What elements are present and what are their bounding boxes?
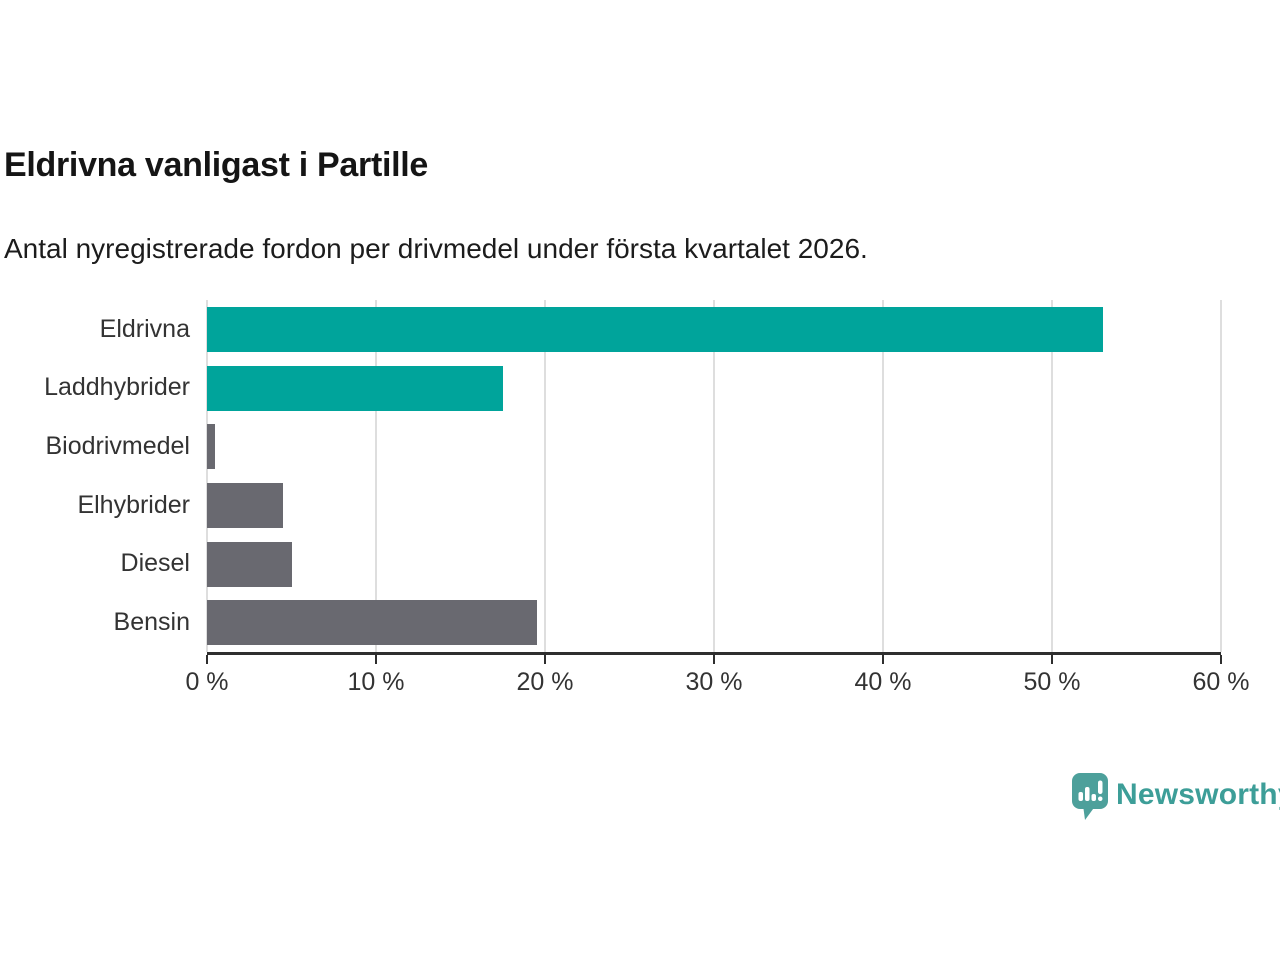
- bar-row: [207, 541, 1221, 587]
- bar-laddhybrider: [207, 365, 503, 411]
- newsworthy-logo-icon: [1072, 773, 1108, 820]
- x-axis-tick: [206, 655, 208, 664]
- bar-row: [207, 306, 1221, 352]
- x-axis-tick: [713, 655, 715, 664]
- newsworthy-brand-name: Newsworthy: [1116, 778, 1280, 811]
- gridline: [713, 300, 715, 652]
- x-tick-label: 10 %: [347, 668, 405, 696]
- gridline: [1051, 300, 1053, 652]
- x-tick-label: 20 %: [516, 668, 574, 696]
- category-label-bensin: Bensin: [113, 608, 190, 637]
- gridline: [544, 300, 546, 652]
- x-tick-label: 50 %: [1023, 668, 1081, 696]
- bar-row: [207, 424, 1221, 470]
- x-tick-label: 30 %: [685, 668, 743, 696]
- bar-eldrivna: [207, 306, 1103, 352]
- x-axis-tick: [1051, 655, 1053, 664]
- page-title: Eldrivna vanligast i Partille: [4, 146, 429, 184]
- chart-subtitle: Antal nyregistrerade fordon per drivmede…: [4, 233, 868, 264]
- gridline: [1220, 300, 1222, 652]
- x-tick-label: 40 %: [854, 668, 912, 696]
- bar-row: [207, 600, 1221, 646]
- gridline: [882, 300, 884, 652]
- category-label-laddhybrider: Laddhybrider: [44, 373, 190, 402]
- x-axis-tick: [375, 655, 377, 664]
- category-label-biodrivmedel: Biodrivmedel: [45, 432, 190, 461]
- bar-diesel: [207, 541, 292, 587]
- category-label-diesel: Diesel: [120, 549, 190, 578]
- bar-elhybrider: [207, 482, 284, 528]
- x-axis-tick: [1220, 655, 1222, 664]
- category-label-elhybrider: Elhybrider: [77, 490, 190, 519]
- bar-biodrivmedel: [207, 424, 216, 470]
- x-tick-label: 0 %: [185, 668, 229, 696]
- gridline: [206, 300, 208, 652]
- category-label-eldrivna: Eldrivna: [99, 314, 190, 343]
- x-tick-label: 60 %: [1192, 668, 1250, 696]
- bar-row: [207, 482, 1221, 528]
- x-axis-tick: [882, 655, 884, 664]
- plot-area: [206, 300, 1222, 655]
- bar-bensin: [207, 600, 537, 646]
- gridline: [375, 300, 377, 652]
- x-axis-tick: [544, 655, 546, 664]
- bar-row: [207, 365, 1221, 411]
